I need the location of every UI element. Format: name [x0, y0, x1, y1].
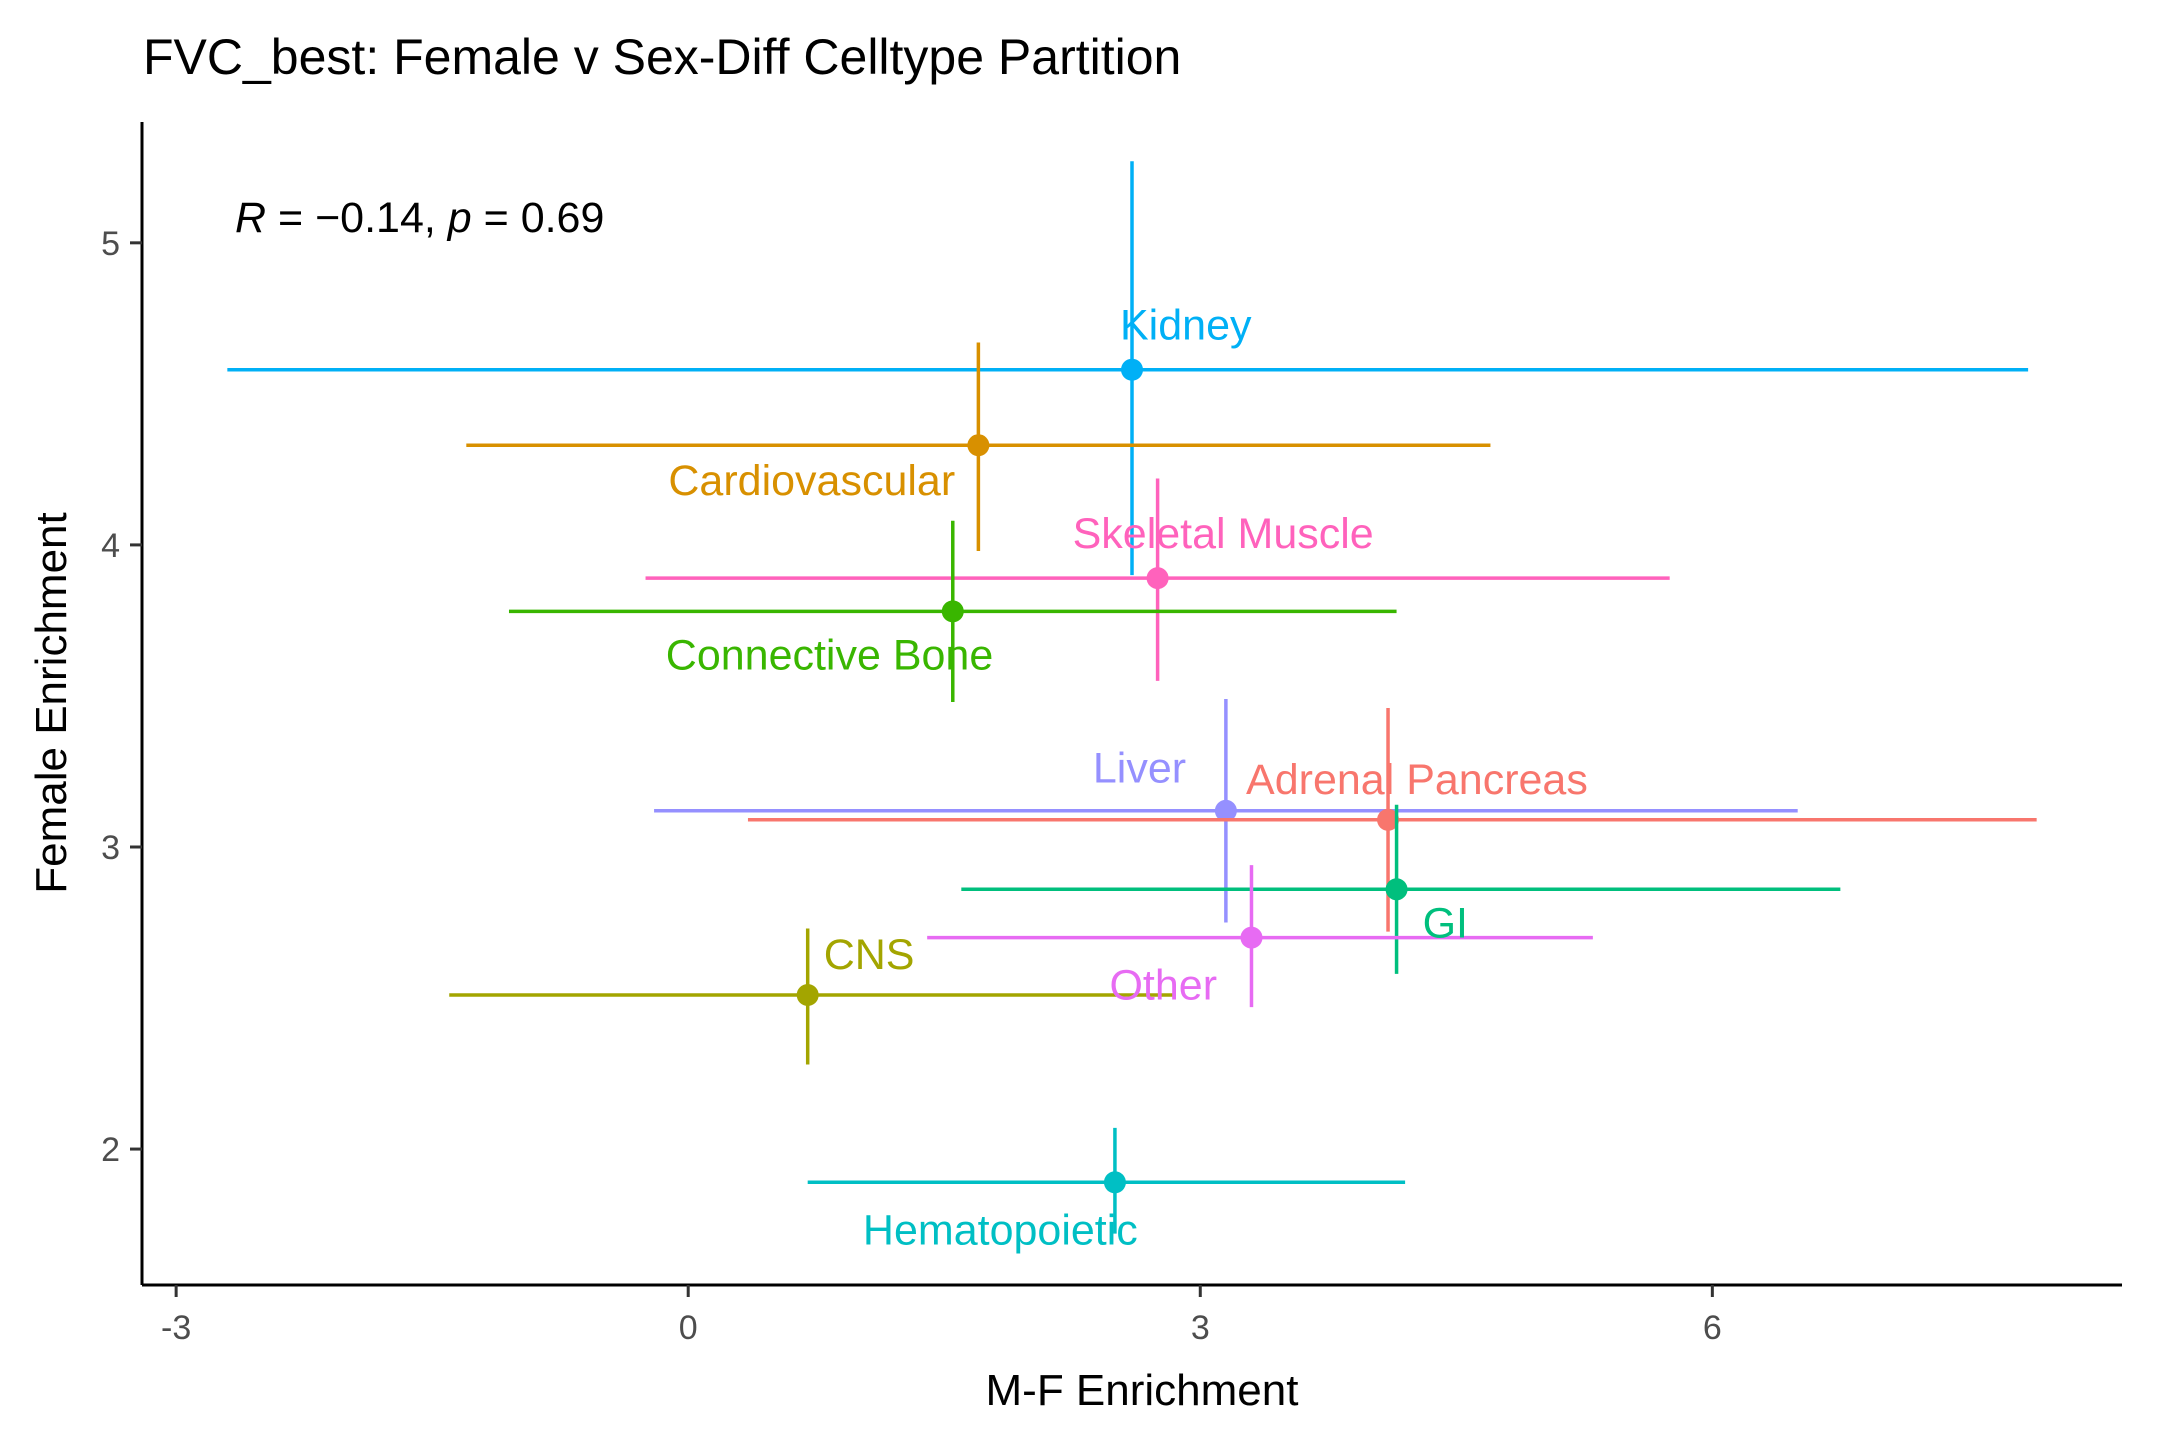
- point-cns: [796, 984, 819, 1007]
- point-label-hematopoietic: Hematopoietic: [863, 1206, 1138, 1254]
- point-label-cardiovascular: Cardiovascular: [668, 457, 955, 505]
- point-liver: [1214, 799, 1237, 822]
- x-tick-label: 3: [1191, 1309, 1210, 1347]
- point-label-cns: CNS: [824, 931, 915, 979]
- point-label-adrenal-pancreas: Adrenal Pancreas: [1246, 756, 1588, 804]
- point-label-gi: GI: [1423, 899, 1468, 947]
- point-label-connective-bone: Connective Bone: [666, 631, 994, 679]
- chart-title: FVC_best: Female v Sex-Diff Celltype Par…: [143, 29, 1181, 85]
- point-connective-bone: [941, 600, 964, 623]
- point-label-skeletal-muscle: Skeletal Muscle: [1073, 510, 1374, 558]
- point-hematopoietic: [1103, 1171, 1126, 1194]
- r-label: R: [235, 194, 266, 242]
- point-other: [1240, 926, 1263, 949]
- point-gi: [1385, 878, 1408, 901]
- p-value: = 0.69: [472, 194, 605, 242]
- x-axis-label: M-F Enrichment: [986, 1366, 1299, 1415]
- x-axis-ticks: -3 0 3 6: [161, 1285, 1722, 1347]
- y-tick-label: 4: [101, 527, 120, 565]
- point-cardiovascular: [967, 434, 990, 457]
- point-skeletal-muscle: [1146, 567, 1169, 590]
- p-label: p: [446, 194, 472, 242]
- point-label-other: Other: [1109, 962, 1217, 1010]
- r-value: = −0.14,: [266, 194, 448, 242]
- correlation-annotation: R = −0.14, p = 0.69: [235, 194, 604, 242]
- y-axis-label: Female Enrichment: [27, 512, 76, 893]
- y-tick-label: 2: [101, 1131, 120, 1169]
- point-kidney: [1121, 358, 1143, 381]
- point-adrenal-pancreas: [1377, 808, 1400, 831]
- x-tick-label: 0: [679, 1309, 698, 1347]
- point-label-liver: Liver: [1093, 745, 1186, 793]
- y-axis-ticks: 2 3 4 5: [101, 225, 142, 1169]
- data-marks: Kidney Cardiovascular Skeletal Muscle Conne…: [227, 161, 2037, 1254]
- point-label-kidney: Kidney: [1120, 302, 1252, 350]
- x-tick-label: -3: [161, 1309, 191, 1347]
- y-tick-label: 3: [101, 829, 120, 867]
- x-tick-label: 6: [1703, 1309, 1722, 1347]
- y-tick-label: 5: [101, 225, 120, 263]
